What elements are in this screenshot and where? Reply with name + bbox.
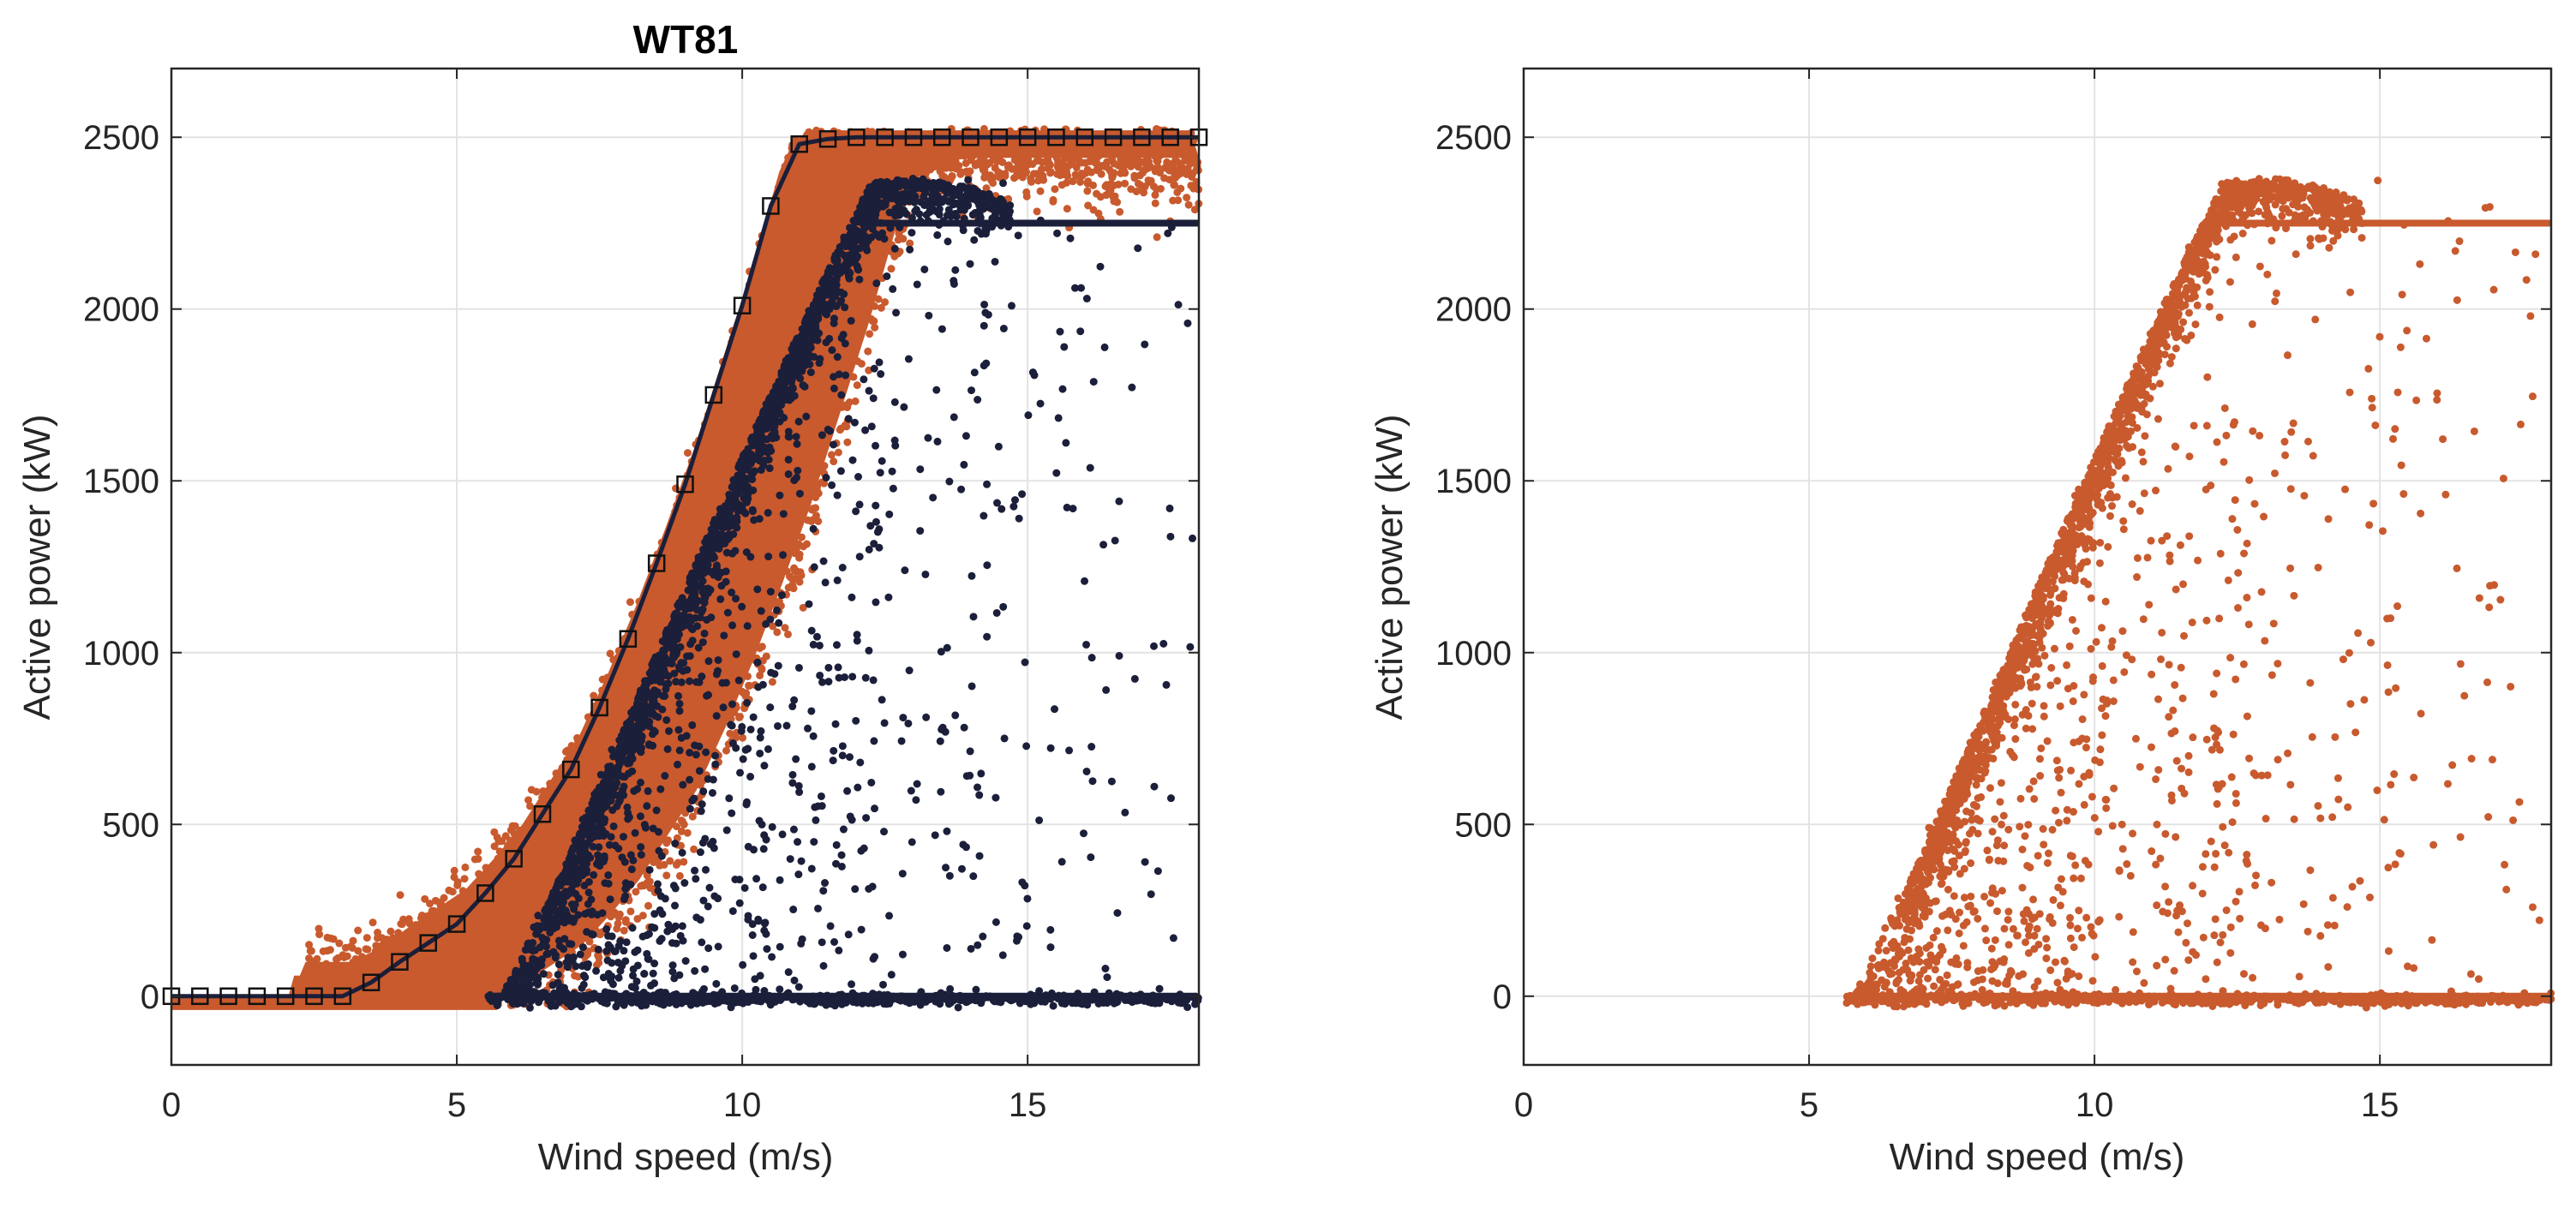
x-tick-label: 0 [1514,1086,1533,1124]
right-y-axis-label: Active power (kW) [1369,415,1411,721]
x-tick-label: 5 [1800,1086,1818,1124]
y-tick-label: 1000 [1435,635,1512,673]
left-tick-labels: 0 5 10 15 0 500 1000 1500 2000 2500 [83,119,1046,1124]
y-tick-label: 2000 [1435,291,1512,329]
y-tick-label: 2000 [83,291,159,329]
right-x-axis-label: Wind speed (m/s) [1890,1136,2185,1178]
left-x-axis-label: Wind speed (m/s) [538,1136,834,1178]
y-tick-label: 0 [1493,978,1512,1016]
y-tick-label: 2500 [1435,119,1512,157]
x-tick-label: 15 [2361,1086,2399,1124]
y-tick-label: 0 [141,978,159,1016]
x-tick-label: 10 [2076,1086,2114,1124]
left-normal-scatter [171,125,1202,1010]
y-tick-label: 500 [1454,806,1512,844]
x-tick-label: 10 [723,1086,762,1124]
left-panel-title: WT81 [633,17,739,62]
x-tick-label: 5 [447,1086,466,1124]
x-tick-label: 0 [162,1086,181,1124]
left-panel: 0 5 10 15 0 500 1000 1500 2000 2500 WT81 Wind spe… [16,17,1207,1178]
y-tick-label: 500 [102,806,159,844]
left-y-axis-label: Active power (kW) [16,415,58,721]
y-tick-label: 1500 [1435,463,1512,500]
x-tick-label: 15 [1009,1086,1047,1124]
right-panel: 0 5 10 15 0 500 1000 1500 2000 2500 Wind speed (m… [1369,69,2555,1178]
right-anomaly-scatter [1842,175,2555,1011]
y-tick-label: 1500 [83,463,159,500]
y-tick-label: 2500 [83,119,159,157]
y-tick-label: 1000 [83,635,159,673]
